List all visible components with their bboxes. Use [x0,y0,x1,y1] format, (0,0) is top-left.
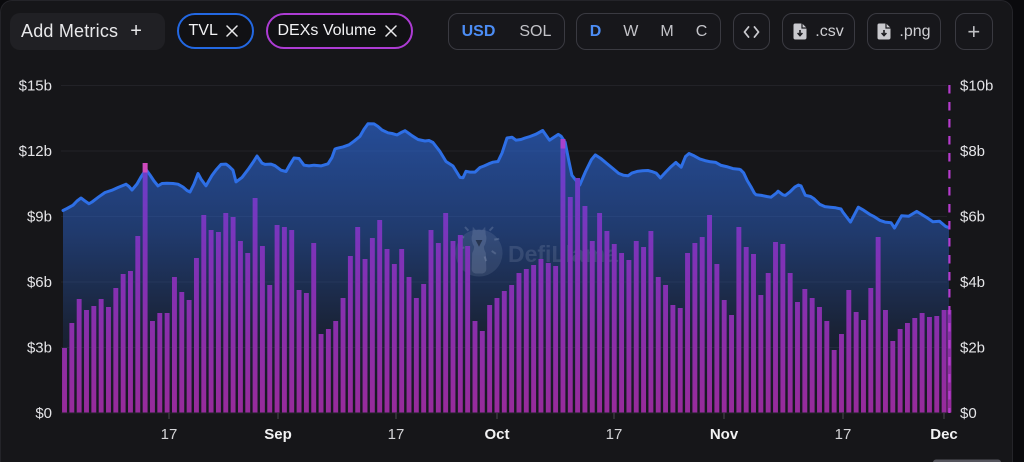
svg-text:$8b: $8b [960,143,985,160]
svg-text:Nov: Nov [710,426,739,443]
svg-text:$6b: $6b [27,274,52,291]
svg-text:Oct: Oct [484,426,509,443]
svg-text:$9b: $9b [27,209,52,226]
svg-text:$6b: $6b [960,209,985,226]
svg-text:Sep: Sep [264,426,292,443]
svg-text:$2b: $2b [960,340,985,357]
svg-text:$4b: $4b [960,274,985,291]
svg-text:17: 17 [388,426,405,443]
svg-text:$0: $0 [35,405,52,422]
svg-text:$3b: $3b [27,340,52,357]
svg-text:Dec: Dec [930,426,958,443]
svg-text:17: 17 [161,426,178,443]
svg-text:$15b: $15b [19,78,52,95]
svg-text:$12b: $12b [19,143,52,160]
svg-text:$0: $0 [960,405,977,422]
svg-text:17: 17 [835,426,852,443]
svg-text:17: 17 [606,426,623,443]
svg-text:$10b: $10b [960,78,993,95]
